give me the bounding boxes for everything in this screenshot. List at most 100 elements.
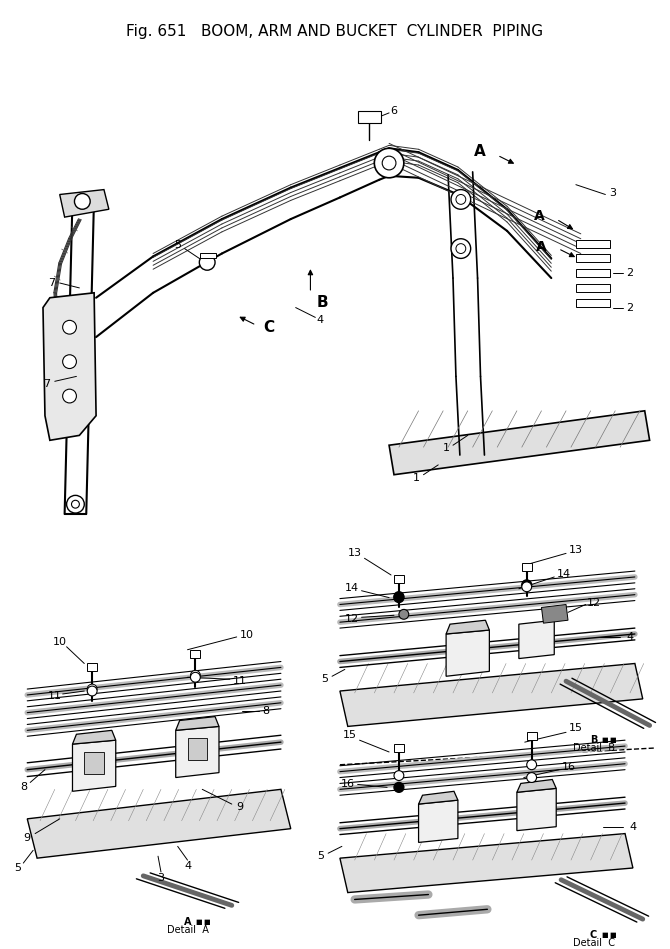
Text: 5: 5 xyxy=(14,863,21,873)
Bar xyxy=(200,252,216,258)
Text: 4: 4 xyxy=(184,861,191,871)
Circle shape xyxy=(66,495,84,513)
Bar xyxy=(394,744,404,752)
Text: 5: 5 xyxy=(322,674,329,684)
Circle shape xyxy=(190,670,200,680)
Text: 12: 12 xyxy=(344,614,358,624)
Circle shape xyxy=(375,148,404,177)
Circle shape xyxy=(451,190,471,209)
Text: A: A xyxy=(184,917,191,927)
Circle shape xyxy=(74,194,90,209)
Text: 15: 15 xyxy=(569,723,583,734)
Polygon shape xyxy=(389,411,650,474)
Bar xyxy=(527,733,537,740)
Circle shape xyxy=(87,684,97,694)
Circle shape xyxy=(451,239,471,258)
Text: 16: 16 xyxy=(562,762,576,772)
Bar xyxy=(394,575,404,583)
Polygon shape xyxy=(419,791,458,804)
Bar xyxy=(576,240,610,248)
Text: 16: 16 xyxy=(341,779,355,790)
Text: ■: ■ xyxy=(601,932,608,938)
Text: 14: 14 xyxy=(557,569,571,579)
Polygon shape xyxy=(517,789,556,830)
Text: B: B xyxy=(316,295,328,310)
Text: ■: ■ xyxy=(609,737,616,743)
Bar xyxy=(522,563,531,571)
Text: A: A xyxy=(474,143,486,158)
Bar xyxy=(358,111,381,122)
Polygon shape xyxy=(43,293,96,440)
Bar xyxy=(576,299,610,307)
Circle shape xyxy=(72,500,79,508)
Text: 5: 5 xyxy=(317,851,324,861)
Text: C: C xyxy=(590,930,597,940)
Text: 1: 1 xyxy=(443,443,450,454)
Text: ■: ■ xyxy=(195,919,202,925)
Text: Detail  C: Detail C xyxy=(573,938,614,948)
Text: A: A xyxy=(534,209,545,223)
Text: 3: 3 xyxy=(609,188,616,197)
Polygon shape xyxy=(340,833,633,893)
Circle shape xyxy=(63,321,76,334)
Polygon shape xyxy=(72,731,116,744)
Circle shape xyxy=(522,582,531,592)
Text: 8: 8 xyxy=(19,782,27,792)
Circle shape xyxy=(394,593,404,603)
Text: 2: 2 xyxy=(626,269,634,278)
Circle shape xyxy=(527,772,537,783)
Text: 13: 13 xyxy=(348,549,362,558)
Text: 10: 10 xyxy=(239,630,253,640)
Text: Fig. 651   BOOM, ARM AND BUCKET  CYLINDER  PIPING: Fig. 651 BOOM, ARM AND BUCKET CYLINDER P… xyxy=(127,25,543,40)
Text: 9: 9 xyxy=(23,833,31,844)
Polygon shape xyxy=(176,726,219,777)
Text: 8: 8 xyxy=(263,706,270,716)
Text: 1: 1 xyxy=(413,473,420,483)
Text: 2: 2 xyxy=(626,303,634,312)
Bar xyxy=(188,738,207,760)
Circle shape xyxy=(522,580,531,589)
Circle shape xyxy=(456,195,466,204)
Text: 11: 11 xyxy=(232,677,247,686)
Circle shape xyxy=(87,686,97,696)
Circle shape xyxy=(394,783,404,792)
Text: C: C xyxy=(263,320,274,335)
Bar xyxy=(190,650,200,658)
Circle shape xyxy=(527,760,537,770)
Polygon shape xyxy=(446,630,489,677)
Bar xyxy=(576,254,610,262)
Circle shape xyxy=(394,771,404,780)
Polygon shape xyxy=(517,779,556,792)
Circle shape xyxy=(63,355,76,368)
Text: 7: 7 xyxy=(44,380,50,389)
Text: 10: 10 xyxy=(53,637,67,647)
Text: 4: 4 xyxy=(317,315,324,326)
Text: 3: 3 xyxy=(157,873,164,883)
Text: Detail  B: Detail B xyxy=(573,743,614,754)
Text: A: A xyxy=(535,239,547,253)
Bar xyxy=(87,663,97,671)
Circle shape xyxy=(399,609,409,620)
Polygon shape xyxy=(176,716,219,731)
Polygon shape xyxy=(60,190,109,217)
Text: 15: 15 xyxy=(343,731,356,740)
Polygon shape xyxy=(541,605,568,623)
Bar xyxy=(576,284,610,292)
Circle shape xyxy=(63,389,76,403)
Circle shape xyxy=(199,254,215,270)
Text: 9: 9 xyxy=(236,802,243,812)
Polygon shape xyxy=(446,621,489,634)
Bar xyxy=(84,752,104,773)
Circle shape xyxy=(394,592,404,602)
Text: 14: 14 xyxy=(344,583,358,593)
Bar xyxy=(576,270,610,277)
Text: ■: ■ xyxy=(203,919,210,925)
Circle shape xyxy=(190,672,200,682)
Text: Detail  A: Detail A xyxy=(167,925,208,935)
Text: B: B xyxy=(590,735,597,745)
Text: 4: 4 xyxy=(626,632,634,642)
Polygon shape xyxy=(340,663,643,726)
Polygon shape xyxy=(72,740,116,791)
Text: 13: 13 xyxy=(569,546,583,555)
Circle shape xyxy=(382,157,396,170)
